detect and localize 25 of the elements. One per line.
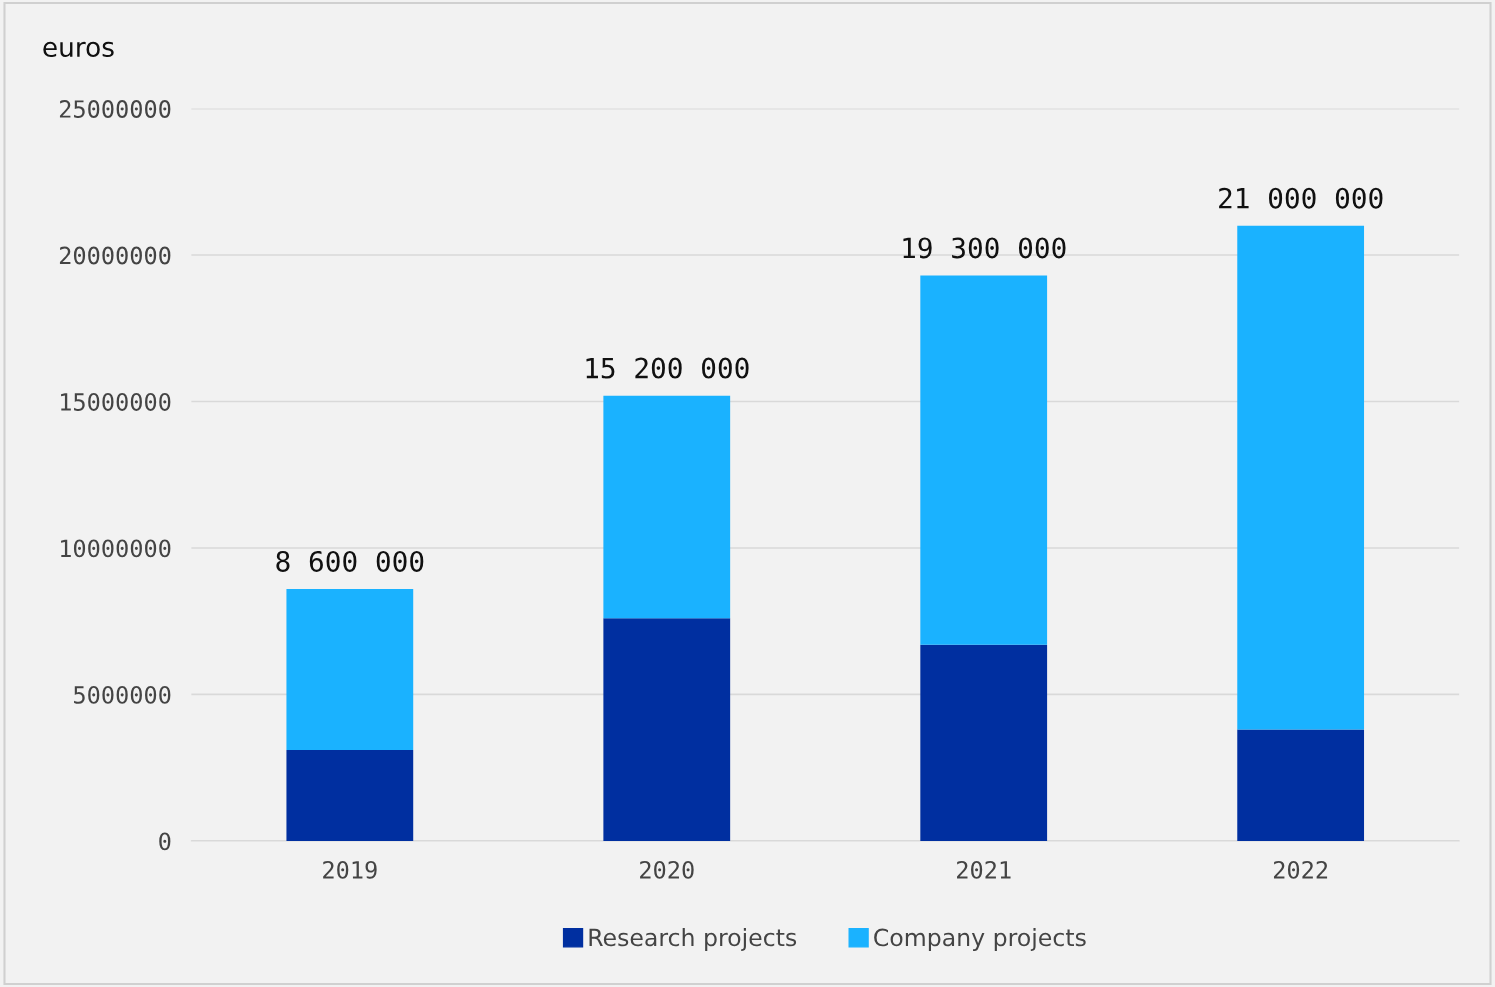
bar <box>1237 729 1365 841</box>
y-tick-label: 0 <box>159 832 171 851</box>
y-tick-label: 25000000 <box>59 100 171 118</box>
bar <box>286 750 414 841</box>
x-tick-label: 2022 <box>1273 860 1328 879</box>
y-axis-title: euros <box>43 41 114 58</box>
y-tick-label: 20000000 <box>59 246 171 265</box>
bar <box>920 275 1048 645</box>
total-label: 21 000 000 <box>1219 187 1383 209</box>
total-label: 8 600 000 <box>276 550 424 572</box>
bar <box>1237 225 1365 730</box>
bar <box>603 395 731 619</box>
x-tick-label: 2019 <box>323 860 377 879</box>
total-label: 15 200 000 <box>586 357 749 379</box>
y-tick-label: 10000000 <box>61 539 171 558</box>
legend-label: Company projects <box>874 928 1086 951</box>
y-tick-label: 5000000 <box>74 685 171 704</box>
bar <box>920 644 1048 841</box>
total-label: 19 300 000 <box>903 237 1066 259</box>
x-tick-label: 2021 <box>957 860 1011 879</box>
bar <box>603 618 731 841</box>
y-tick-label: 15000000 <box>61 393 171 411</box>
legend-label: Research projects <box>589 928 797 951</box>
bar <box>286 588 414 751</box>
x-tick-label: 2020 <box>640 860 694 879</box>
